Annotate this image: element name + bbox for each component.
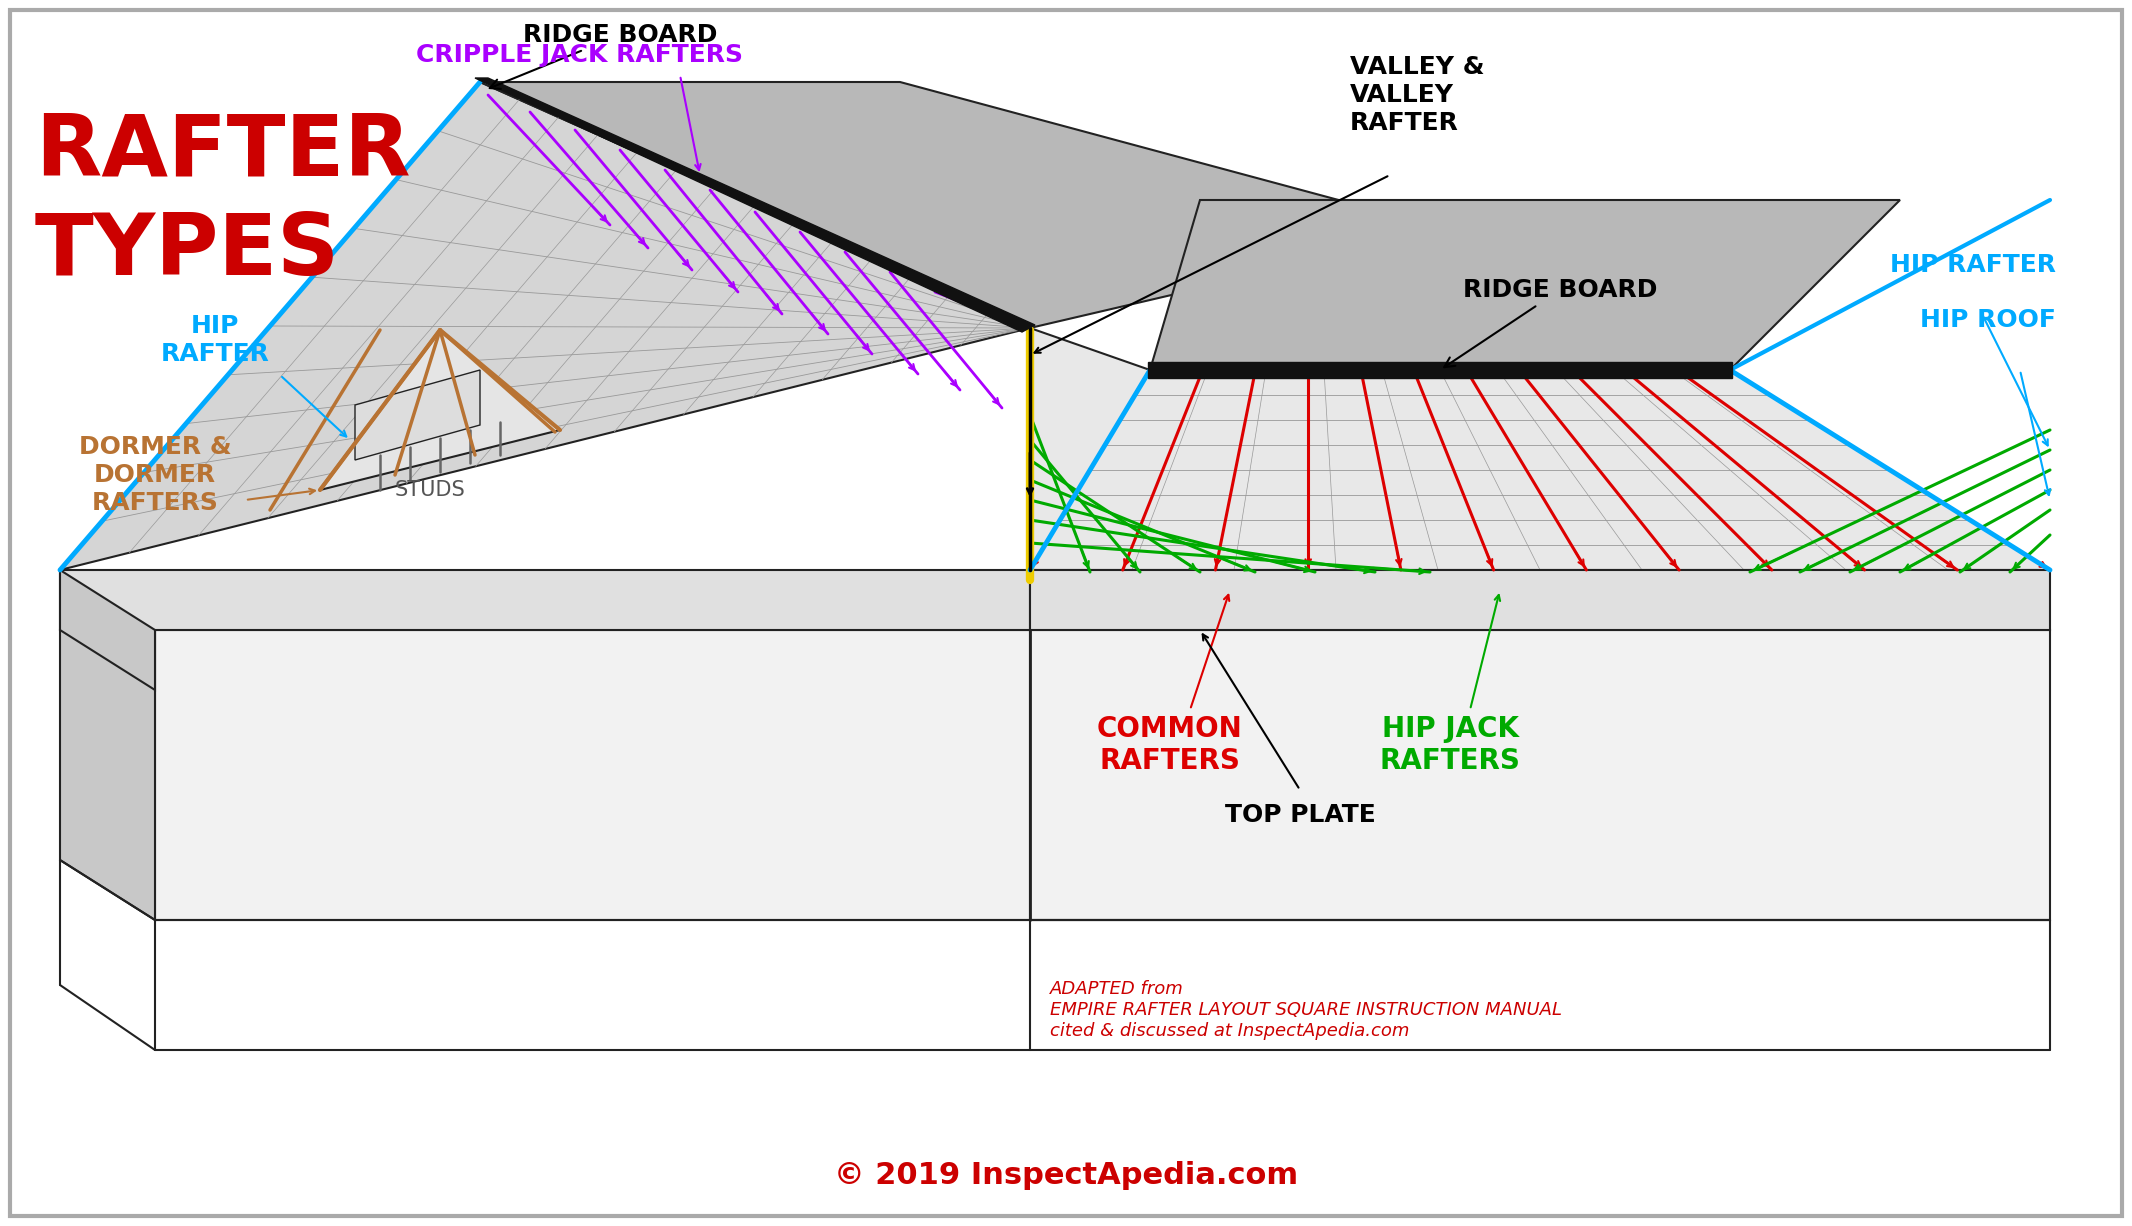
Polygon shape xyxy=(1149,200,1900,370)
Polygon shape xyxy=(356,370,480,460)
Text: TOP PLATE: TOP PLATE xyxy=(1224,803,1375,828)
Text: COMMON
RAFTERS: COMMON RAFTERS xyxy=(1098,715,1243,775)
Polygon shape xyxy=(475,78,1034,332)
Polygon shape xyxy=(320,330,561,490)
Polygon shape xyxy=(1030,630,2051,920)
Polygon shape xyxy=(60,570,156,690)
Text: VALLEY &
VALLEY
RAFTER: VALLEY & VALLEY RAFTER xyxy=(1350,55,1484,135)
Text: HIP JACK
RAFTERS: HIP JACK RAFTERS xyxy=(1379,715,1520,775)
Text: STUDS: STUDS xyxy=(394,481,465,500)
Polygon shape xyxy=(480,82,1450,329)
Polygon shape xyxy=(60,859,1030,920)
Text: CRIPPLE JACK RAFTERS: CRIPPLE JACK RAFTERS xyxy=(416,43,744,67)
Polygon shape xyxy=(156,630,1030,920)
Text: HIP
RAFTER: HIP RAFTER xyxy=(160,314,269,365)
Text: ADAPTED from
EMPIRE RAFTER LAYOUT SQUARE INSTRUCTION MANUAL
cited & discussed at: ADAPTED from EMPIRE RAFTER LAYOUT SQUARE… xyxy=(1049,980,1563,1040)
Polygon shape xyxy=(60,570,1030,630)
Text: RAFTER: RAFTER xyxy=(34,110,411,192)
Text: RIDGE BOARD: RIDGE BOARD xyxy=(1443,278,1657,367)
Text: HIP ROOF: HIP ROOF xyxy=(1921,308,2055,332)
Polygon shape xyxy=(60,82,1030,570)
Text: TYPES: TYPES xyxy=(34,210,339,293)
Text: © 2019 InspectApedia.com: © 2019 InspectApedia.com xyxy=(834,1161,1298,1189)
Text: DORMER &
DORMER
RAFTERS: DORMER & DORMER RAFTERS xyxy=(79,435,230,515)
Polygon shape xyxy=(1030,570,2051,630)
Text: RIDGE BOARD: RIDGE BOARD xyxy=(490,23,716,89)
Polygon shape xyxy=(1147,362,1731,378)
Polygon shape xyxy=(60,630,156,920)
Text: HIP RAFTER: HIP RAFTER xyxy=(1889,253,2055,277)
Polygon shape xyxy=(1030,329,2051,570)
